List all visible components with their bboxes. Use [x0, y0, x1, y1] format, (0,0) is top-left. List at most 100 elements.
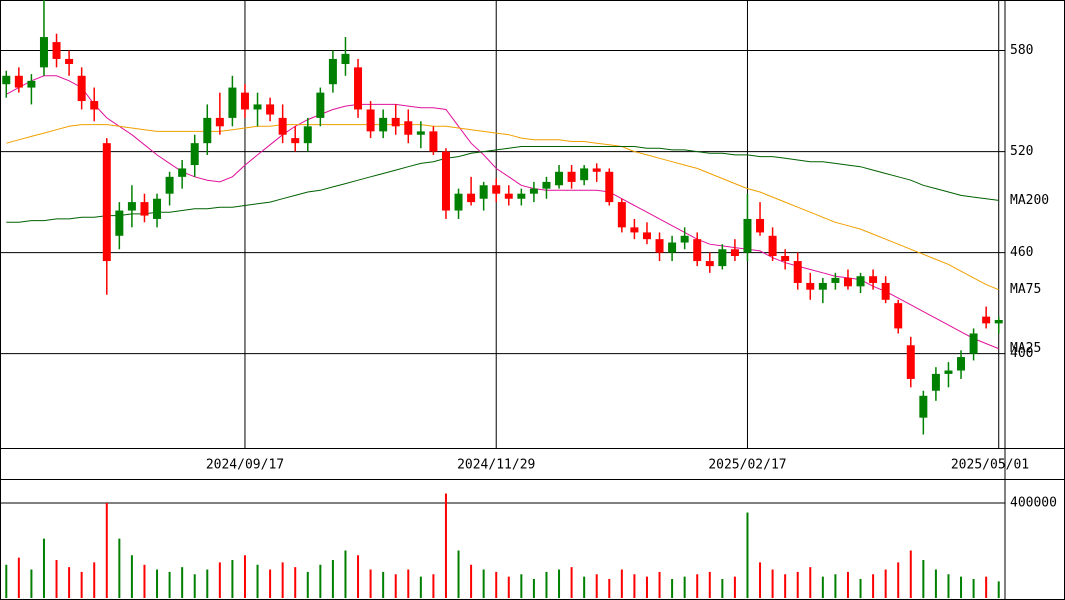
- volume-bar: [796, 571, 799, 598]
- candle-body: [2, 75, 11, 85]
- candle-body: [328, 58, 337, 85]
- volume-bar: [633, 574, 636, 598]
- candle-body: [454, 193, 463, 211]
- volume-bar: [42, 538, 45, 598]
- candle-body: [730, 249, 739, 256]
- volume-bar: [884, 569, 887, 598]
- candle-body: [605, 171, 614, 203]
- volume-bar: [168, 571, 171, 598]
- volume-bar: [68, 567, 71, 598]
- candle-body: [65, 58, 74, 64]
- legend-label: MA200: [1010, 193, 1049, 208]
- volume-bar: [17, 557, 20, 598]
- volume-bar: [595, 574, 598, 598]
- candle-body: [743, 218, 752, 253]
- moving-average-line: [6, 124, 999, 291]
- volume-bar: [972, 579, 975, 598]
- volume-bar: [181, 567, 184, 598]
- candle-body: [693, 239, 702, 262]
- volume-bar: [583, 576, 586, 598]
- candle-body: [77, 75, 86, 102]
- y-tick-label: 400: [1010, 346, 1033, 361]
- volume-bar: [809, 567, 812, 598]
- candle-body: [341, 53, 350, 64]
- candle-body: [843, 277, 852, 287]
- volume-bar: [507, 576, 510, 598]
- candle-body: [253, 104, 262, 110]
- volume-bar: [784, 574, 787, 598]
- candle-body: [668, 242, 677, 253]
- candle-body: [303, 126, 312, 144]
- moving-average-line: [6, 146, 999, 223]
- candle-body: [366, 109, 375, 132]
- candle-body: [504, 193, 513, 199]
- volume-bar: [872, 574, 875, 598]
- volume-bar: [143, 564, 146, 598]
- candle-body: [957, 357, 966, 371]
- candle-body: [479, 185, 488, 199]
- volume-bar: [570, 567, 573, 598]
- volume-bar: [721, 579, 724, 598]
- volume-bar: [394, 574, 397, 598]
- volume-bar: [545, 571, 548, 598]
- candle-body: [215, 117, 224, 127]
- candle-body: [228, 87, 237, 118]
- candle-body: [756, 218, 765, 233]
- x-tick-label: 2025/02/17: [708, 458, 786, 473]
- candle-body: [655, 239, 664, 253]
- volume-bar: [432, 574, 435, 598]
- volume-bar: [771, 569, 774, 598]
- volume-bar: [696, 574, 699, 598]
- volume-bar: [5, 564, 8, 598]
- volume-bar: [369, 569, 372, 598]
- volume-bar: [495, 571, 498, 598]
- candle-body: [140, 202, 149, 216]
- candle-body: [931, 373, 940, 391]
- x-tick-label: 2025/05/01: [951, 458, 1029, 473]
- candle-body: [718, 249, 727, 267]
- candle-body: [869, 276, 878, 283]
- candle-body: [127, 202, 136, 211]
- volume-bar: [859, 579, 862, 598]
- volume-bar: [821, 576, 824, 598]
- volume-bar: [457, 550, 460, 598]
- volume-bar: [80, 571, 83, 598]
- volume-bar: [746, 512, 749, 598]
- candle-body: [266, 104, 275, 115]
- candle-body: [467, 193, 476, 203]
- legend-label: MA25: [1010, 341, 1041, 356]
- volume-bar: [118, 538, 121, 598]
- candle-body: [354, 67, 363, 110]
- volume-bar: [382, 571, 385, 598]
- candle-body: [517, 193, 526, 199]
- candle-body: [441, 151, 450, 211]
- candle-body: [429, 131, 438, 152]
- volume-bar: [30, 569, 33, 598]
- volume-bar: [658, 571, 661, 598]
- legend-label: MA75: [1010, 282, 1041, 297]
- y-tick-label: 400000: [1010, 496, 1057, 511]
- candle-body: [404, 121, 413, 135]
- volume-bar: [193, 574, 196, 598]
- volume-bar: [206, 569, 209, 598]
- volume-bar: [281, 562, 284, 598]
- candle-body: [919, 395, 928, 418]
- candle-body: [90, 101, 99, 110]
- volume-bar: [733, 576, 736, 598]
- candle-body: [944, 370, 953, 374]
- x-tick-label: 2024/11/29: [457, 458, 535, 473]
- volume-bar: [947, 574, 950, 598]
- volume-bar: [130, 555, 133, 598]
- volume-bar: [846, 571, 849, 598]
- volume-bar: [231, 560, 234, 598]
- candle-body: [630, 227, 639, 233]
- volume-bar: [407, 569, 410, 598]
- volume-bar: [897, 562, 900, 598]
- candle-body: [906, 345, 915, 379]
- x-tick-label: 2024/09/17: [206, 458, 284, 473]
- candle-body: [190, 143, 199, 166]
- candle-body: [416, 131, 425, 135]
- candle-body: [881, 282, 890, 300]
- volume-bar: [683, 576, 686, 598]
- volume-bar: [520, 574, 523, 598]
